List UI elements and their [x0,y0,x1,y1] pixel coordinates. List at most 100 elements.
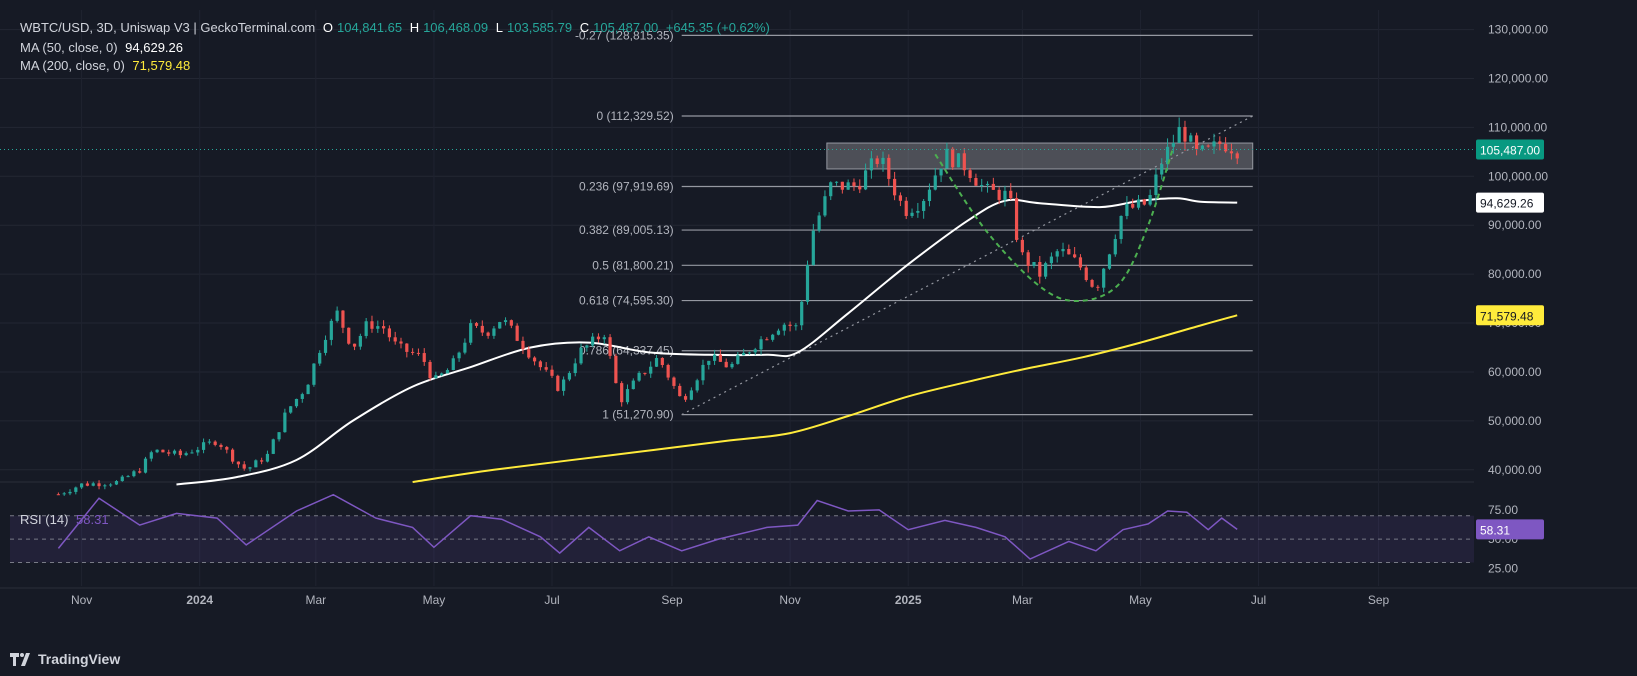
candle-up [1148,195,1152,205]
candle-up [91,483,95,486]
candle-down [556,375,560,391]
candle-down [1026,252,1030,266]
candle-up [695,380,699,391]
candle-down [962,153,966,171]
candle-up [103,485,107,487]
candle-up [712,354,717,361]
last-price-tag: 105,487.00 [1480,143,1540,157]
candle-up [1055,251,1059,257]
candle-up [114,481,119,485]
candle-up [823,196,827,216]
candle-down [1224,143,1228,152]
ma200-price-tag-bg [1476,305,1544,326]
resistance-zone [826,142,1254,170]
ma200-price-tag: 71,579.48 [1480,309,1534,323]
low-label: L [495,20,504,35]
candle-down [1090,280,1094,287]
ma50-line [176,197,1238,486]
candle-down [672,377,676,386]
low-value: 103,585.79 [507,20,573,35]
candle-down [1183,126,1187,142]
candle-down [532,357,537,362]
high-value: 106,468.09 [423,20,489,35]
candle-down [381,326,386,329]
x-tick-label: Jul [544,593,559,607]
ma50-legend[interactable]: MA (50, close, 0) 94,629.26 [20,40,187,55]
candle-up [463,342,467,353]
candle-down [347,327,351,344]
candle-up [207,441,211,443]
candle-down [399,341,403,344]
candle-down [875,158,879,164]
candle-up [939,168,943,176]
candle-down [213,441,217,445]
candle-down [352,343,357,347]
candle-up [933,175,937,190]
candle-down [527,349,531,358]
candle-down [474,323,479,326]
candle-up [277,432,281,440]
candle-up [811,230,815,266]
candle-up [289,406,293,413]
ma200-legend[interactable]: MA (200, close, 0) 71,579.48 [20,58,194,73]
candle-up [753,349,757,353]
candle-down [341,310,345,328]
y-tick-label: 60,000.00 [1488,365,1542,379]
close-label: C [579,20,590,35]
candle-up [503,320,508,323]
candle-down [260,460,264,462]
candle-down [724,361,728,368]
candle-up [1171,142,1175,147]
ma50-value: 94,629.26 [125,40,184,55]
rsi-label: RSI (14) [20,512,69,527]
candle-up [364,321,368,336]
candle-down [1038,261,1042,277]
change-value: +645.35 (+0.62%) [665,20,770,35]
candle-down [1235,153,1239,159]
candle-down [1206,145,1210,147]
candle-down [1067,248,1071,255]
candle-down [521,340,525,350]
candle-up [1165,146,1170,165]
candle-down [887,157,891,179]
candle-up [956,153,961,168]
candle-down [852,182,856,187]
candle-down [643,372,647,374]
candle-down [765,339,769,341]
candle-down [1096,286,1100,288]
candle-down [968,170,972,178]
candle-up [126,476,130,478]
candle-up [910,212,914,216]
candle-down [242,464,246,469]
candle-down [56,494,60,496]
candle-down [480,325,484,333]
candle-down [997,189,1001,200]
candle-up [265,453,270,462]
candle-up [689,390,693,400]
candle-down [666,365,670,378]
candle-down [1084,267,1088,281]
candle-up [771,334,775,340]
candle-down [660,358,664,366]
candle-up [335,310,339,321]
y-tick-label: 80,000.00 [1488,267,1542,281]
candle-up [196,449,200,453]
tradingview-logo[interactable]: TradingView [10,648,120,670]
candle-up [916,210,920,213]
candle-up [980,185,984,187]
y-tick-label: 100,000.00 [1488,169,1548,183]
candle-up [1061,248,1065,252]
candle-up [492,328,496,336]
candle-down [974,177,978,186]
candle-up [80,483,84,488]
fib-level-label: -0.27 (128,815.35) [575,28,674,42]
candle-up [742,352,746,356]
open-value: 104,841.65 [336,20,403,35]
cup-pattern-curve [934,146,1175,303]
x-tick-label: May [423,593,446,607]
candle-down [219,444,223,448]
candle-up [457,352,461,359]
candle-down [991,183,995,190]
rsi-legend[interactable]: RSI (14) 58.31 [20,512,113,527]
